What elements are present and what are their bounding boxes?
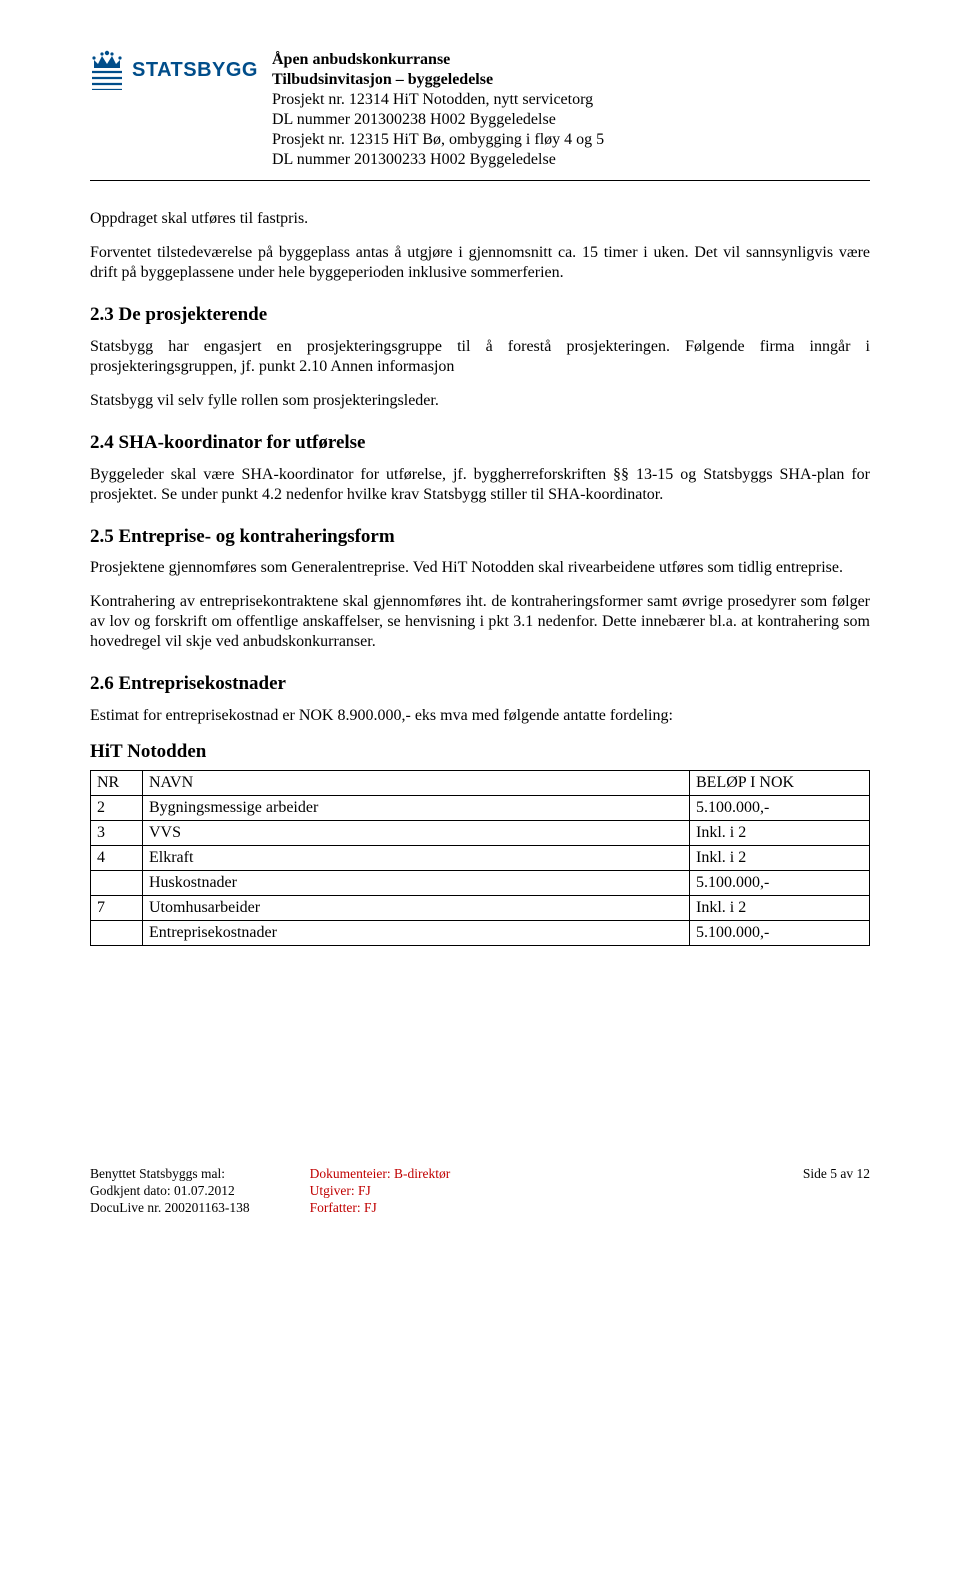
table-header-cell: NR xyxy=(91,770,143,795)
section-heading: 2.4 SHA-koordinator for utførelse xyxy=(90,431,870,455)
section-heading: 2.6 Entreprisekostnader xyxy=(90,672,870,696)
header-divider xyxy=(90,180,870,181)
table-title: HiT Notodden xyxy=(90,740,870,764)
page-footer: Benyttet Statsbyggs mal: Godkjent dato: … xyxy=(90,1166,870,1217)
table-cell: Huskostnader xyxy=(143,870,690,895)
paragraph: Oppdraget skal utføres til fastpris. xyxy=(90,209,870,229)
cost-table: NRNAVNBELØP I NOK2Bygningsmessige arbeid… xyxy=(90,770,870,946)
table-header-cell: BELØP I NOK xyxy=(690,770,870,795)
header-text-block: Åpen anbudskonkurranse Tilbudsinvitasjon… xyxy=(272,50,604,170)
table-cell: 5.100.000,- xyxy=(690,795,870,820)
paragraph: Estimat for entreprisekostnad er NOK 8.9… xyxy=(90,706,870,726)
table-cell: Elkraft xyxy=(143,845,690,870)
table-cell: 5.100.000,- xyxy=(690,920,870,945)
header-line: Prosjekt nr. 12315 HiT Bø, ombygging i f… xyxy=(272,130,604,150)
table-header-cell: NAVN xyxy=(143,770,690,795)
footer-line: Godkjent dato: 01.07.2012 xyxy=(90,1183,250,1200)
table-cell: Inkl. i 2 xyxy=(690,895,870,920)
table-row: Huskostnader5.100.000,- xyxy=(91,870,870,895)
table-cell: 2 xyxy=(91,795,143,820)
table-cell: 4 xyxy=(91,845,143,870)
paragraph: Byggeleder skal være SHA-koordinator for… xyxy=(90,465,870,505)
logo: STATSBYGG xyxy=(90,50,258,90)
table-cell xyxy=(91,870,143,895)
header-line: DL nummer 201300233 H002 Byggeledelse xyxy=(272,150,604,170)
header-line: Åpen anbudskonkurranse xyxy=(272,50,604,70)
table-cell: Inkl. i 2 xyxy=(690,845,870,870)
header-line: DL nummer 201300238 H002 Byggeledelse xyxy=(272,110,604,130)
footer-line: Utgiver: FJ xyxy=(310,1183,451,1200)
table-cell: Utomhusarbeider xyxy=(143,895,690,920)
footer-line: Benyttet Statsbyggs mal: xyxy=(90,1166,250,1183)
table-cell: VVS xyxy=(143,820,690,845)
table-cell: Entreprisekostnader xyxy=(143,920,690,945)
table-cell: 3 xyxy=(91,820,143,845)
footer-page-number: Side 5 av 12 xyxy=(803,1166,870,1217)
footer-left: Benyttet Statsbyggs mal: Godkjent dato: … xyxy=(90,1166,250,1217)
statsbygg-crown-icon xyxy=(90,50,124,90)
header-line: Prosjekt nr. 12314 HiT Notodden, nytt se… xyxy=(272,90,604,110)
table-cell: 5.100.000,- xyxy=(690,870,870,895)
logo-text: STATSBYGG xyxy=(132,58,258,83)
table-row: NRNAVNBELØP I NOK xyxy=(91,770,870,795)
header-line: Tilbudsinvitasjon – byggeledelse xyxy=(272,70,604,90)
section-heading: 2.3 De prosjekterende xyxy=(90,303,870,327)
footer-line: Dokumenteier: B-direktør xyxy=(310,1166,451,1183)
paragraph: Statsbygg har engasjert en prosjektering… xyxy=(90,337,870,377)
section-heading: 2.5 Entreprise- og kontraheringsform xyxy=(90,525,870,549)
footer-line: DocuLive nr. 200201163-138 xyxy=(90,1200,250,1217)
table-cell: Bygningsmessige arbeider xyxy=(143,795,690,820)
footer-middle: Dokumenteier: B-direktør Utgiver: FJ For… xyxy=(310,1166,451,1217)
document-body: Oppdraget skal utføres til fastpris. For… xyxy=(90,209,870,946)
table-row: 7UtomhusarbeiderInkl. i 2 xyxy=(91,895,870,920)
footer-line: Forfatter: FJ xyxy=(310,1200,451,1217)
table-cell: Inkl. i 2 xyxy=(690,820,870,845)
paragraph: Forventet tilstedeværelse på byggeplass … xyxy=(90,243,870,283)
table-cell xyxy=(91,920,143,945)
paragraph: Kontrahering av entreprisekontraktene sk… xyxy=(90,592,870,652)
page-header: STATSBYGG Åpen anbudskonkurranse Tilbuds… xyxy=(90,50,870,170)
table-cell: 7 xyxy=(91,895,143,920)
table-row: 2Bygningsmessige arbeider5.100.000,- xyxy=(91,795,870,820)
table-row: 3VVSInkl. i 2 xyxy=(91,820,870,845)
paragraph: Statsbygg vil selv fylle rollen som pros… xyxy=(90,391,870,411)
paragraph: Prosjektene gjennomføres som Generalentr… xyxy=(90,558,870,578)
table-row: Entreprisekostnader5.100.000,- xyxy=(91,920,870,945)
table-row: 4ElkraftInkl. i 2 xyxy=(91,845,870,870)
